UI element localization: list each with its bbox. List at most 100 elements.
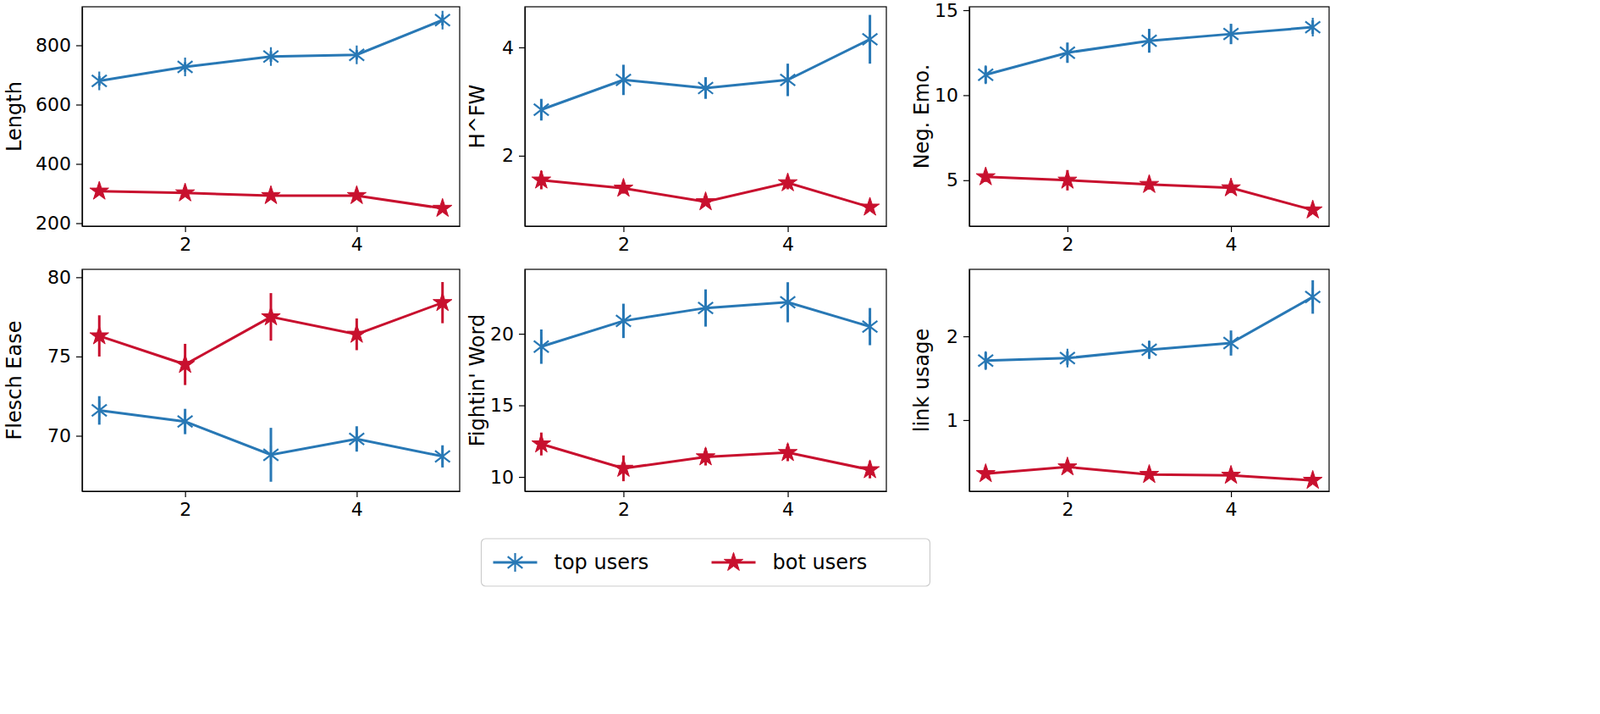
tick-mark <box>76 104 83 105</box>
tick: 800 <box>35 34 83 56</box>
tick: 4 <box>502 37 525 59</box>
marker-shape <box>175 182 194 201</box>
marker <box>1305 287 1321 307</box>
legend: top usersbot users <box>481 538 931 586</box>
marker-shape <box>89 181 109 199</box>
marker <box>616 70 632 89</box>
marker <box>1059 348 1076 368</box>
tick-label: 4 <box>351 233 364 255</box>
marker-shape <box>1221 465 1241 484</box>
tick-label: 1 <box>946 409 959 431</box>
marker-shape <box>1223 24 1239 44</box>
marker <box>175 354 194 373</box>
tick-mark <box>623 491 624 497</box>
tick-mark <box>787 491 789 497</box>
marker-shape <box>534 100 550 120</box>
series-line <box>540 443 870 469</box>
tick-mark <box>76 435 83 436</box>
tick: 80 <box>47 266 83 288</box>
marker <box>1058 457 1077 475</box>
tick: 4 <box>782 226 795 255</box>
marker-shape <box>613 457 633 476</box>
tick-label: 600 <box>35 93 72 116</box>
marker <box>261 185 281 204</box>
marker <box>698 298 714 318</box>
marker <box>1221 465 1241 484</box>
tick: 4 <box>1225 491 1238 520</box>
plot-area <box>89 281 453 482</box>
marker-shape <box>1058 170 1077 188</box>
tick-label: 200 <box>35 212 72 234</box>
marker <box>860 459 879 478</box>
marker <box>349 429 365 448</box>
legend-label: bot users <box>772 550 868 574</box>
marker-shape <box>349 45 365 65</box>
tick-mark <box>518 476 525 478</box>
y-axis-title: Flesch Ease <box>2 320 27 441</box>
tick: 5 <box>946 169 970 191</box>
marker <box>978 65 994 84</box>
plot-frame <box>82 269 460 492</box>
marker-shape <box>89 325 109 344</box>
marker <box>534 336 550 356</box>
marker <box>1223 24 1239 44</box>
marker <box>263 445 279 464</box>
tick-mark <box>76 222 83 224</box>
marker <box>695 192 715 210</box>
marker-shape <box>860 459 879 478</box>
tick-label: 10 <box>934 84 959 106</box>
marker-shape <box>1305 287 1321 307</box>
marker <box>177 412 194 431</box>
tick: 75 <box>47 345 83 367</box>
marker-shape <box>862 317 878 337</box>
marker-shape <box>91 401 107 420</box>
tick-mark <box>356 226 358 232</box>
tick-mark <box>963 94 970 96</box>
marker-shape <box>777 442 797 461</box>
marker-shape <box>777 172 797 191</box>
marker-shape <box>263 445 279 464</box>
tick: 4 <box>351 491 364 520</box>
panel: 24200400600800Length <box>2 6 461 255</box>
marker-shape <box>1142 340 1158 359</box>
tick-label: 4 <box>502 37 514 59</box>
tick: 2 <box>179 226 192 255</box>
marker-shape <box>698 298 714 318</box>
marker <box>780 292 796 312</box>
tick-mark <box>76 163 83 165</box>
tick-mark <box>518 47 525 49</box>
legend-marker <box>723 551 743 570</box>
tick: 70 <box>47 424 83 447</box>
tick-mark <box>963 180 970 182</box>
tick-label: 4 <box>1225 233 1238 255</box>
tick-mark <box>76 44 83 46</box>
tick-mark <box>963 10 970 12</box>
marker-shape <box>177 412 194 431</box>
tick-label: 75 <box>47 345 72 367</box>
tick: 2 <box>502 144 525 166</box>
marker-shape <box>261 306 281 325</box>
series-line <box>985 27 1313 75</box>
y-axis-title: H^FW <box>465 84 490 149</box>
tick-label: 2 <box>179 498 192 520</box>
marker <box>177 57 194 77</box>
y-axis: 5 10 15 <box>934 0 971 227</box>
y-axis-title: Length <box>2 81 27 152</box>
marker <box>1142 31 1158 50</box>
tick: 20 <box>490 323 525 345</box>
x-axis: 24 <box>525 491 888 520</box>
tick-mark <box>518 404 525 406</box>
tick-label: 15 <box>934 0 959 22</box>
marker <box>91 71 107 91</box>
legend-entry: bot users <box>711 550 868 574</box>
tick: 600 <box>35 93 83 116</box>
panel: 24707580Flesch Ease <box>2 266 461 520</box>
marker-shape <box>1221 177 1241 196</box>
y-axis: 200400600800 <box>35 7 83 235</box>
marker-shape <box>347 324 366 343</box>
marker-shape <box>263 47 279 67</box>
marker <box>435 11 451 30</box>
tick-mark <box>787 226 789 232</box>
tick-mark <box>1230 491 1232 497</box>
x-axis: 24 <box>82 491 461 520</box>
